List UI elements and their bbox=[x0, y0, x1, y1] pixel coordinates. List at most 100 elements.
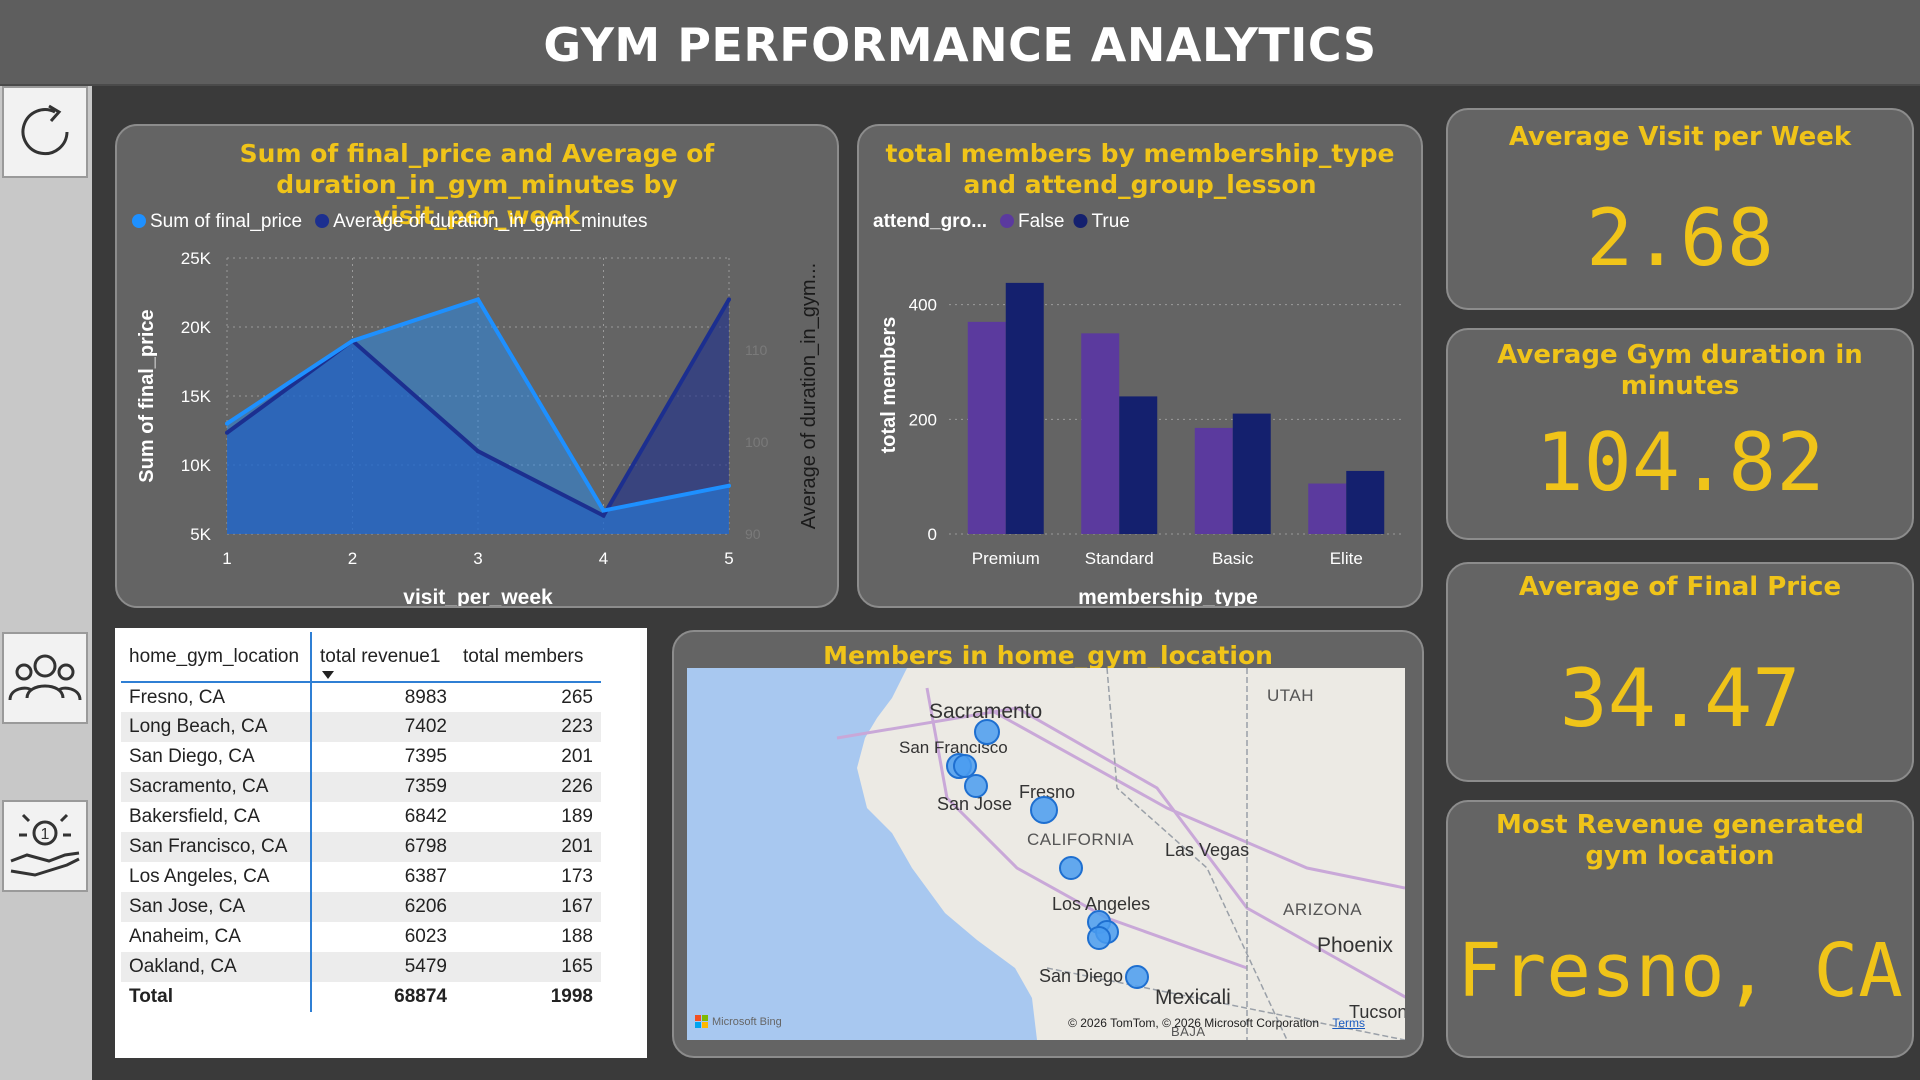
map-brand-label: Microsoft Bing bbox=[712, 1015, 782, 1028]
map-bubble[interactable] bbox=[1087, 926, 1111, 950]
map-label-fresno: Fresno bbox=[1019, 782, 1076, 802]
bar-standard-true[interactable] bbox=[1119, 396, 1158, 534]
kpi-card-avg-visit[interactable]: Average Visit per Week 2.68 bbox=[1446, 108, 1914, 310]
data-point bbox=[225, 430, 229, 435]
kpi-value: 34.47 bbox=[1559, 652, 1801, 745]
kpi-title: Average of Final Price bbox=[1518, 572, 1842, 602]
column-header-label: total revenue1 bbox=[320, 645, 441, 667]
combo-chart[interactable]: Sum of final_price Average of duration_in… bbox=[117, 126, 837, 606]
cell-revenue: 6206 bbox=[311, 892, 455, 922]
bar-elite-true[interactable] bbox=[1346, 470, 1385, 534]
cell-location: Fresno, CA bbox=[121, 682, 312, 712]
cell-members: 265 bbox=[561, 686, 593, 708]
y-tick-label: 25K bbox=[181, 249, 212, 268]
y-tick-label: 0 bbox=[928, 525, 937, 544]
cell-members: 201 bbox=[561, 746, 593, 767]
members-page-button[interactable] bbox=[2, 632, 88, 724]
table-row[interactable]: Bakersfield, CA 6842 189 bbox=[121, 802, 601, 832]
table-row[interactable]: Fresno, CA 8983 265 bbox=[121, 682, 601, 712]
kpi-title: Average Visit per Week bbox=[1508, 122, 1852, 152]
bar-basic-true[interactable] bbox=[1232, 413, 1271, 534]
hand-service-icon: 1 bbox=[10, 813, 80, 877]
map-bubble[interactable] bbox=[964, 774, 988, 798]
bar-standard-false[interactable] bbox=[1081, 333, 1120, 534]
kpi-card-avg-price[interactable]: Average of Final Price 34.47 bbox=[1446, 562, 1914, 782]
legend-title: attend_gro... bbox=[873, 211, 987, 232]
y-axis-label: total members bbox=[878, 317, 900, 454]
map-view[interactable]: Sacramento San Francisco San Jose Fresno… bbox=[687, 668, 1405, 1040]
table-row[interactable]: San Francisco, CA 6798 201 bbox=[121, 832, 601, 862]
location-table[interactable]: home_gym_location total revenue1 total m… bbox=[121, 632, 601, 1012]
microsoft-logo-icon bbox=[695, 1015, 708, 1028]
x-axis-label: visit_per_week bbox=[403, 586, 553, 606]
cell-members: 167 bbox=[455, 892, 601, 922]
column-header-members[interactable]: total members bbox=[455, 632, 601, 683]
table-row[interactable]: San Diego, CA 7395 201 bbox=[121, 742, 601, 772]
map-title: Members in home_gym_location bbox=[823, 641, 1273, 670]
table-row[interactable]: Oakland, CA 5479 165 bbox=[121, 952, 601, 982]
map-terms-link[interactable]: Terms bbox=[1332, 1016, 1365, 1030]
legend-marker bbox=[1073, 214, 1088, 228]
table-row[interactable]: Anaheim, CA 6023 188 bbox=[121, 922, 601, 952]
y-tick-label: 10K bbox=[181, 456, 212, 475]
cell-location: Long Beach, CA bbox=[121, 712, 312, 742]
x-tick-label: 2 bbox=[348, 549, 357, 568]
map-bubble[interactable] bbox=[1030, 796, 1058, 824]
map-label-san-diego: San Diego bbox=[1039, 966, 1124, 986]
map-label-los-angeles: Los Angeles bbox=[1052, 894, 1151, 914]
kpi-title: Most Revenue generated gym location bbox=[1495, 810, 1865, 871]
bar-premium-true[interactable] bbox=[1005, 282, 1044, 534]
refresh-button[interactable] bbox=[2, 86, 88, 178]
y2-axis-label: Average of duration_in_gym... bbox=[798, 263, 820, 529]
bar-chart[interactable]: attend_gro... False True 0 200 400 Premium Stan… bbox=[859, 126, 1421, 606]
map-label-mexicali: Mexicali bbox=[1155, 986, 1231, 1009]
cell-total-members: 1998 bbox=[550, 986, 593, 1007]
bar-basic-false[interactable] bbox=[1194, 427, 1233, 534]
table-row[interactable]: Los Angeles, CA 6387 173 bbox=[121, 862, 601, 892]
cell-members: 201 bbox=[455, 832, 601, 862]
service-page-button[interactable]: 1 bbox=[2, 800, 88, 892]
kpi-card-avg-duration[interactable]: Average Gym duration in minutes 104.82 bbox=[1446, 328, 1914, 540]
page-title: GYM PERFORMANCE ANALYTICS bbox=[543, 18, 1377, 72]
table-row[interactable]: Long Beach, CA 7402 223 bbox=[121, 712, 601, 742]
data-point bbox=[727, 297, 731, 302]
map-background bbox=[687, 668, 1405, 1040]
y-tick-label: 200 bbox=[909, 410, 937, 429]
cell-revenue: 8983 bbox=[404, 686, 447, 708]
map-bubble[interactable] bbox=[974, 719, 1000, 745]
map-label-california: CALIFORNIA bbox=[1027, 830, 1135, 849]
map-label-utah: UTAH bbox=[1267, 686, 1315, 705]
x-tick-label: 1 bbox=[222, 549, 231, 568]
y-axis-label: Sum of final_price bbox=[136, 309, 158, 482]
bar-elite-false[interactable] bbox=[1308, 483, 1347, 534]
bar-premium-false[interactable] bbox=[967, 321, 1006, 534]
table-row[interactable]: Sacramento, CA 7359 226 bbox=[121, 772, 601, 802]
y-tick-label: 400 bbox=[909, 296, 937, 315]
legend-marker bbox=[132, 214, 146, 228]
kpi-title: Average Gym duration in minutes bbox=[1497, 340, 1863, 401]
y2-tick-label: 100 bbox=[745, 434, 769, 450]
cell-location: San Diego, CA bbox=[121, 742, 312, 772]
data-point bbox=[601, 513, 606, 518]
cell-revenue: 6023 bbox=[404, 926, 447, 947]
combo-chart-title: Sum of final_price and Average of durati… bbox=[239, 139, 715, 230]
legend-label: Sum of final_price bbox=[150, 211, 302, 232]
x-axis-label: membership_type bbox=[1078, 586, 1258, 606]
cell-members: 165 bbox=[455, 952, 601, 982]
map-bubble[interactable] bbox=[953, 754, 977, 778]
table-row[interactable]: San Jose, CA 6206 167 bbox=[121, 892, 601, 922]
legend-marker bbox=[315, 214, 330, 228]
legend-label: Average of duration_in_gym_minutes bbox=[333, 211, 647, 232]
cell-revenue: 5479 bbox=[311, 952, 455, 982]
cell-location: Oakland, CA bbox=[121, 952, 312, 982]
data-point bbox=[727, 483, 731, 488]
column-header-revenue[interactable]: total revenue1 bbox=[311, 632, 455, 683]
map-brand: Microsoft Bing bbox=[695, 1015, 782, 1028]
bar-chart-title: total members by membership_type and att… bbox=[885, 139, 1395, 199]
map-bubble[interactable] bbox=[1125, 965, 1149, 989]
map-bubble[interactable] bbox=[1059, 856, 1083, 880]
column-header-location[interactable]: home_gym_location bbox=[121, 632, 312, 683]
kpi-card-top-location[interactable]: Most Revenue generated gym location Fres… bbox=[1446, 800, 1914, 1058]
cell-revenue: 7402 bbox=[311, 712, 455, 742]
cell-total-label: Total bbox=[121, 982, 312, 1012]
